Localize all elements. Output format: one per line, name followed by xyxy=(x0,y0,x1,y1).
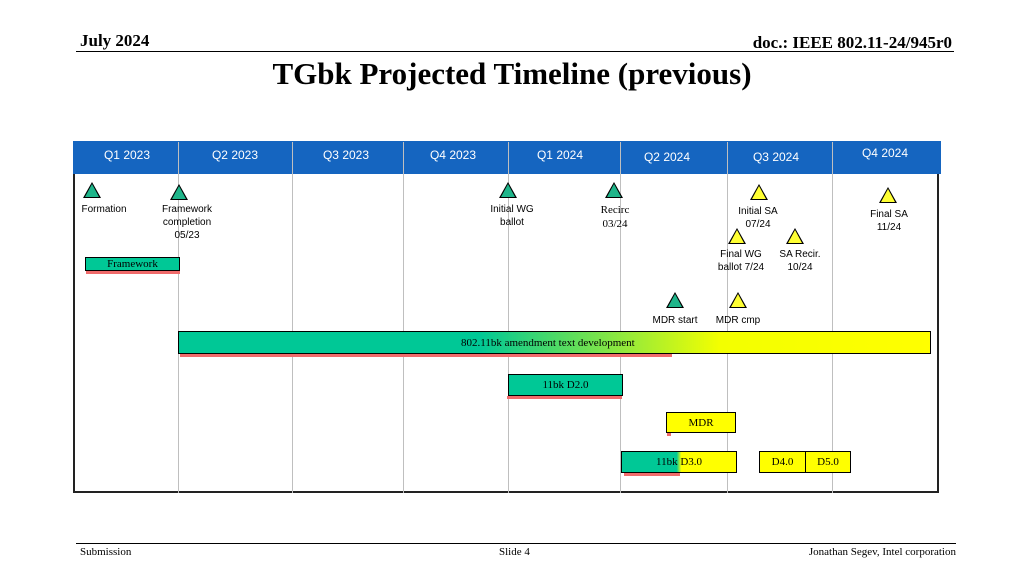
milestone-framework-completion-icon xyxy=(170,184,188,200)
milestone-framework-completion-label-1: Framework xyxy=(161,204,213,215)
d2-bar-shadow xyxy=(507,396,622,399)
milestone-initial-sa-label-1: Initial SA xyxy=(738,206,778,217)
milestone-sa-recir-label-2: 10/24 xyxy=(787,262,813,273)
milestone-initial-wg-ballot-label-2: ballot xyxy=(500,217,524,228)
quarter-label-q3-2023: Q3 2023 xyxy=(322,148,370,162)
mdr-bar-shadow xyxy=(667,432,671,436)
amendment-bar-label: 802.11bk amendment text development xyxy=(461,337,635,349)
d4-bar: D4.0 xyxy=(759,451,806,473)
amendment-bar-shadow xyxy=(180,354,672,357)
milestone-final-wg-ballot-icon xyxy=(728,228,746,244)
quarter-gridline xyxy=(292,142,293,493)
milestone-mdr-cmp-label: MDR cmp xyxy=(715,315,761,326)
milestone-framework-completion-label-2: completion xyxy=(162,217,212,228)
amendment-bar: 802.11bk amendment text development xyxy=(178,331,931,354)
quarter-label-q3-2024: Q3 2024 xyxy=(752,150,800,164)
quarter-label-q1-2024: Q1 2024 xyxy=(536,148,584,162)
milestone-framework-completion-label-3: 05/23 xyxy=(174,230,200,241)
d3-bar: 11bk D3.0 xyxy=(621,451,737,473)
framework-bar-shadow xyxy=(86,271,180,274)
quarter-label-q1-2023: Q1 2023 xyxy=(103,148,151,162)
milestone-mdr-cmp-icon xyxy=(729,292,747,308)
quarter-gridline xyxy=(403,142,404,493)
quarter-gridline xyxy=(620,142,621,493)
footer-submission: Submission xyxy=(80,546,132,558)
quarter-label-q4-2024: Q4 2024 xyxy=(861,146,909,160)
milestone-mdr-start-icon xyxy=(666,292,684,308)
milestone-formation-label: Formation xyxy=(81,204,127,215)
slide-title: TGbk Projected Timeline (previous) xyxy=(272,56,752,91)
d5-bar: D5.0 xyxy=(805,451,851,473)
quarter-label-q2-2023: Q2 2023 xyxy=(211,148,259,162)
footer-rule xyxy=(76,543,956,544)
milestone-sa-recir-icon xyxy=(786,228,804,244)
d3-bar-label: 11bk D3.0 xyxy=(656,456,703,468)
milestone-final-wg-ballot-label-1: Final WG xyxy=(720,249,762,260)
header-date: July 2024 xyxy=(80,31,150,50)
footer-slide-number: Slide 4 xyxy=(499,546,530,558)
milestone-sa-recir-label-1: SA Recir. xyxy=(779,249,821,260)
milestone-recirc-icon xyxy=(605,182,623,198)
milestone-formation-icon xyxy=(83,182,101,198)
quarter-header-bar xyxy=(73,141,941,174)
milestone-final-wg-ballot-label-2: ballot 7/24 xyxy=(717,262,765,273)
timeline-frame xyxy=(73,142,939,493)
milestone-initial-sa-label-2: 07/24 xyxy=(745,219,771,230)
header-rule xyxy=(76,51,954,52)
quarter-label-q2-2024: Q2 2024 xyxy=(643,150,691,164)
milestone-initial-wg-ballot-label-1: Initial WG xyxy=(490,204,534,215)
milestone-recirc-label-1: Recirc xyxy=(600,204,630,216)
milestone-mdr-start-label: MDR start xyxy=(652,315,698,326)
mdr-bar: MDR xyxy=(666,412,736,433)
milestone-initial-wg-ballot-icon xyxy=(499,182,517,198)
milestone-final-sa-label-1: Final SA xyxy=(870,209,908,220)
quarter-gridline xyxy=(178,142,179,493)
milestone-final-sa-label-2: 11/24 xyxy=(876,222,902,233)
d2-bar: 11bk D2.0 xyxy=(508,374,623,396)
quarter-gridline xyxy=(727,142,728,493)
footer-author: Jonathan Segev, Intel corporation xyxy=(808,546,956,558)
quarter-gridline xyxy=(832,142,833,493)
quarter-label-q4-2023: Q4 2023 xyxy=(429,148,477,162)
milestone-recirc-label-2: 03/24 xyxy=(602,218,628,230)
d3-bar-shadow xyxy=(624,473,680,476)
framework-bar: Framework xyxy=(85,257,180,271)
milestone-initial-sa-icon xyxy=(750,184,768,200)
quarter-gridline xyxy=(508,142,509,493)
milestone-final-sa-icon xyxy=(879,187,897,203)
header-doc-id: doc.: IEEE 802.11-24/945r0 xyxy=(752,33,952,52)
